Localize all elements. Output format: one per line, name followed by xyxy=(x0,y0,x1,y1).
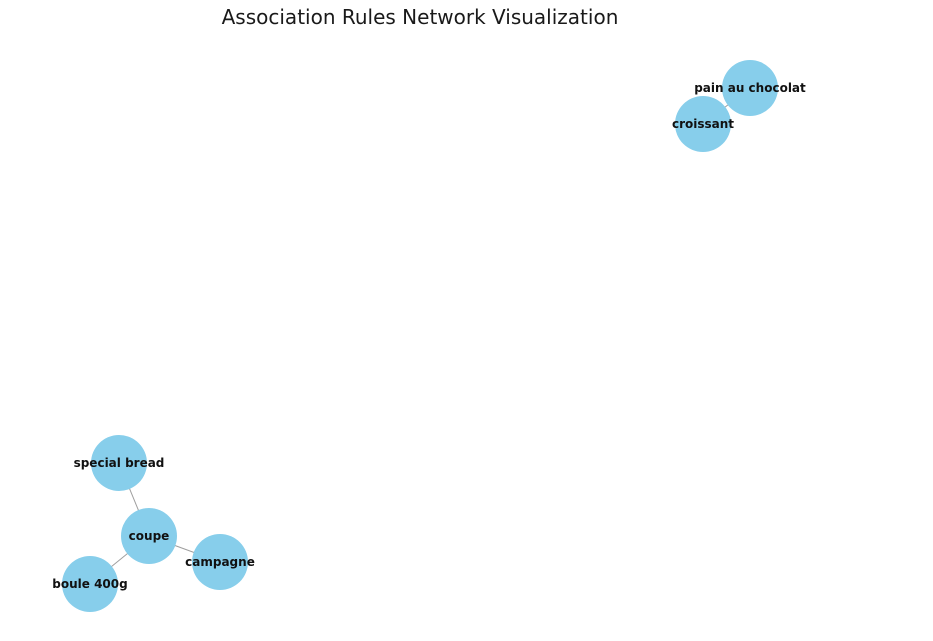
node-label-pain_au_chocolat: pain au chocolat xyxy=(694,81,806,95)
labels-layer: pain au chocolat croissant special bread co… xyxy=(52,81,806,591)
chart-title: Association Rules Network Visualization xyxy=(221,5,619,29)
node-label-croissant: croissant xyxy=(672,117,734,131)
node-label-boule_400g: boule 400g xyxy=(52,577,127,591)
nodes-layer xyxy=(62,60,778,612)
node-label-campagne: campagne xyxy=(185,555,255,569)
node-special_bread xyxy=(91,435,147,491)
node-campagne xyxy=(192,534,248,590)
edges-layer xyxy=(89,87,751,585)
node-label-special_bread: special bread xyxy=(74,456,165,470)
node-croissant xyxy=(675,96,731,152)
node-boule_400g xyxy=(62,556,118,612)
node-coupe xyxy=(121,508,177,564)
node-label-coupe: coupe xyxy=(129,529,170,543)
node-pain_au_chocolat xyxy=(722,60,778,116)
